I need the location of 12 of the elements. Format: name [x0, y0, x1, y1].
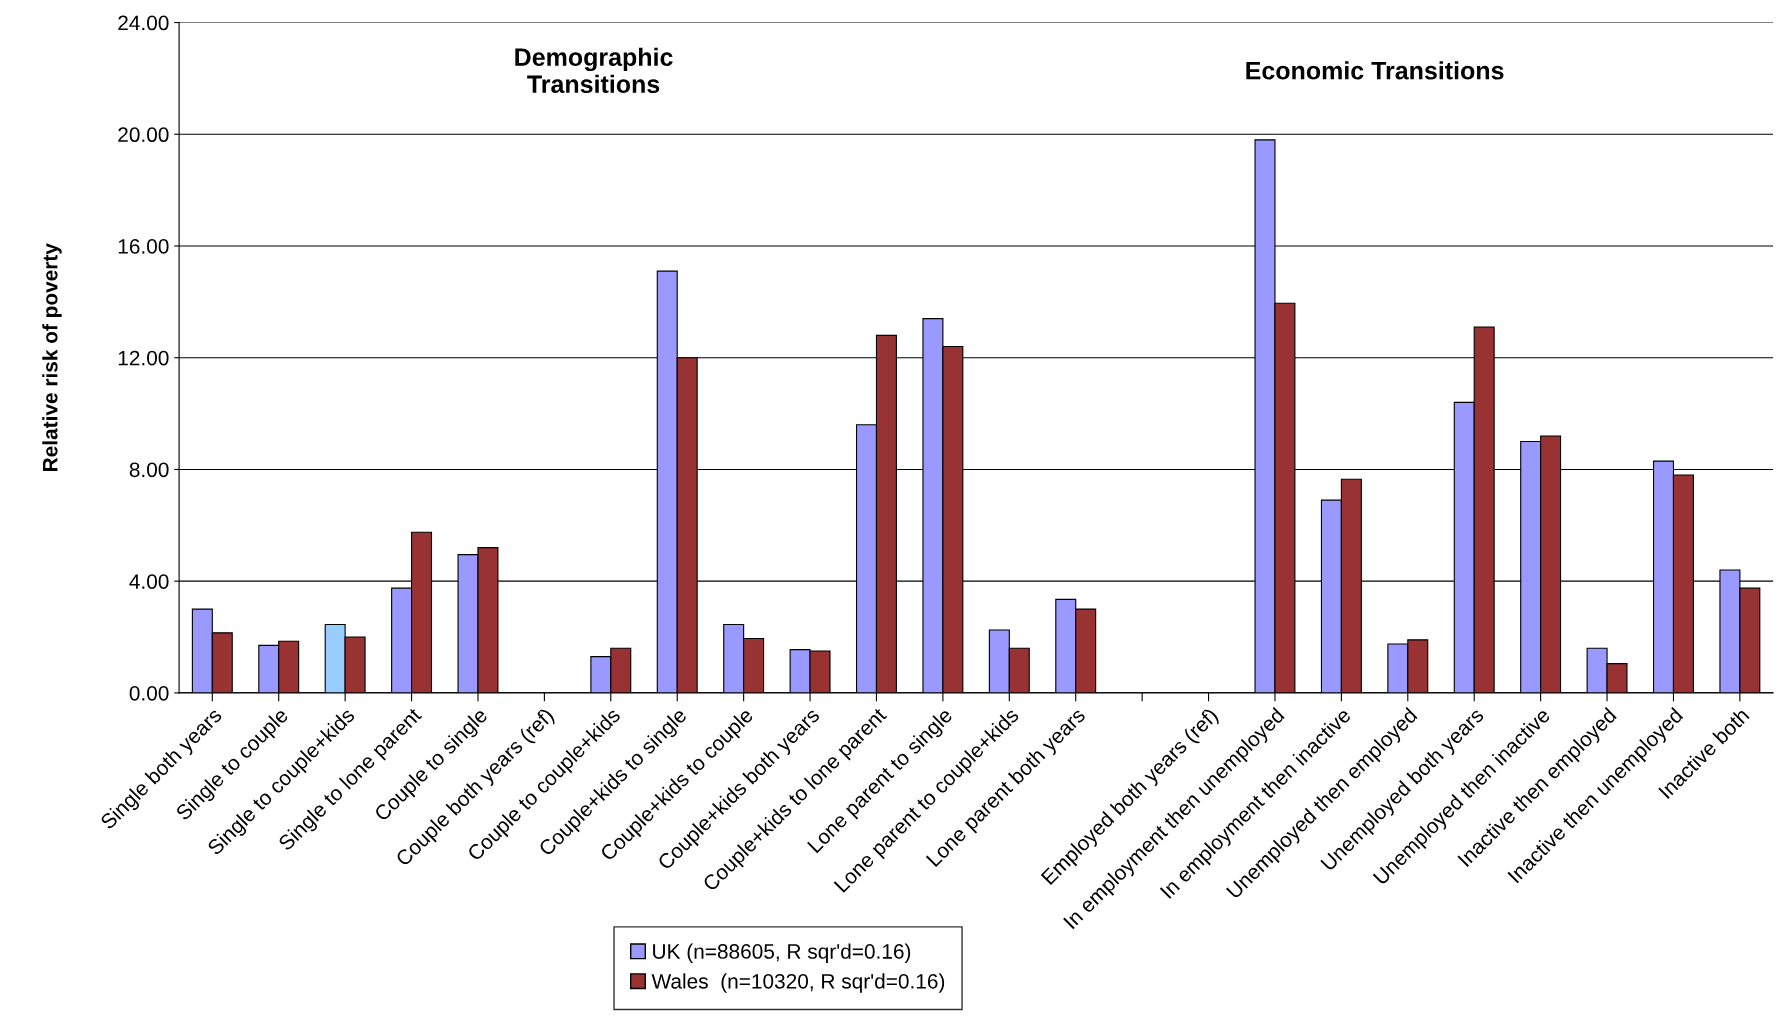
annotation: Demographic Transitions: [515, 47, 673, 94]
y-tick-label: 0.00: [129, 685, 169, 701]
y-tick-label: 8.00: [129, 462, 169, 478]
y-tick-label: 16.00: [118, 239, 169, 254]
legend-label: Wales (n=10320, R sqr'd=0.16): [651, 973, 945, 993]
annotation: Economic Transitions: [1246, 61, 1504, 80]
y-tick-label: 24.00: [118, 15, 169, 31]
legend-label: UK (n=88605, R sqr'd=0.16): [653, 943, 911, 963]
y-axis-title: Relative risk of poverty: [42, 243, 62, 471]
y-tick-label: 20.00: [118, 127, 169, 143]
y-tick-label: 12.00: [118, 350, 169, 366]
y-tick-label: 4.00: [129, 574, 169, 589]
